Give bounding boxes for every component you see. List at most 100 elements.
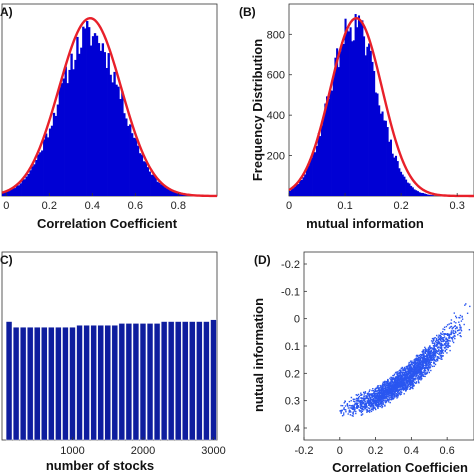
scatter-point	[385, 380, 387, 383]
scatter-point	[427, 350, 429, 352]
scatter-point	[437, 346, 439, 349]
scatter-point	[375, 408, 377, 411]
scatter-point	[374, 396, 376, 399]
scatter-point	[436, 360, 439, 362]
scatter-point	[410, 374, 412, 376]
scatter-point	[359, 400, 361, 402]
scatter-point	[430, 340, 433, 342]
scatter-point	[439, 355, 442, 357]
scatter-point	[386, 395, 388, 397]
histogram-bar	[170, 190, 173, 196]
scatter-point	[429, 359, 431, 361]
scatter-point	[420, 375, 422, 377]
scatter-point	[449, 340, 451, 342]
scatter-point	[401, 383, 403, 386]
bar	[20, 327, 27, 441]
scatter-point	[367, 409, 369, 412]
histogram-bar	[299, 180, 302, 196]
scatter-point	[391, 378, 393, 380]
scatter-point	[407, 373, 409, 375]
scatter-point	[426, 353, 428, 356]
bar	[189, 321, 196, 441]
scatter-point	[381, 405, 384, 408]
scatter-point	[403, 384, 406, 386]
scatter-point	[437, 357, 440, 359]
scatter-point	[448, 327, 451, 329]
scatter-point	[423, 350, 425, 353]
scatter-point	[431, 337, 434, 340]
scatter-point	[389, 388, 391, 390]
histogram-bar	[361, 20, 364, 196]
scatter-point	[386, 400, 388, 402]
scatter-point	[374, 402, 376, 404]
scatter-point	[436, 339, 438, 342]
scatter-point	[387, 385, 389, 387]
scatter-point	[381, 397, 384, 399]
scatter-point	[441, 351, 443, 353]
scatter-point	[405, 372, 407, 375]
scatter-point	[441, 343, 443, 345]
scatter-point	[416, 373, 418, 375]
scatter-point	[416, 361, 418, 364]
scatter-point	[438, 338, 440, 341]
scatter-point	[386, 397, 388, 399]
scatter-point	[438, 353, 440, 355]
scatter-point	[380, 403, 383, 405]
scatter-point	[343, 414, 345, 416]
scatter-point	[446, 343, 448, 345]
scatter-point	[409, 370, 411, 372]
scatter-point	[374, 397, 377, 399]
scatter-point	[422, 353, 424, 355]
scatter-point	[380, 388, 383, 390]
scatter-point	[388, 397, 391, 399]
scatter-point	[401, 386, 404, 388]
scatter-point	[423, 371, 425, 373]
histogram-bar	[408, 183, 411, 196]
scatter-point	[411, 385, 414, 387]
scatter-point	[424, 349, 426, 351]
scatter-point	[415, 381, 418, 383]
scatter-point	[448, 323, 450, 325]
scatter-point	[410, 375, 412, 378]
scatter-point	[423, 360, 425, 363]
scatter-point	[383, 392, 386, 394]
scatter-point	[382, 384, 385, 386]
scatter-point	[449, 333, 451, 335]
scatter-point	[364, 391, 367, 393]
scatter-point	[365, 409, 368, 411]
scatter-point	[398, 370, 400, 372]
histogram-bar	[131, 133, 134, 196]
scatter-point	[450, 322, 453, 325]
scatter-point	[418, 377, 421, 379]
scatter-point	[402, 377, 404, 380]
scatter-point	[395, 380, 397, 382]
y-tick-label: 0.2	[285, 368, 300, 380]
scatter-point	[369, 401, 371, 403]
scatter-point	[399, 369, 401, 371]
scatter-point	[428, 354, 430, 356]
scatter-point	[386, 398, 389, 400]
scatter-point	[446, 333, 449, 336]
scatter-point	[422, 354, 425, 356]
scatter-point	[368, 393, 370, 395]
scatter-point	[355, 412, 357, 415]
scatter-point	[384, 405, 386, 407]
scatter-point	[435, 338, 438, 340]
scatter-point	[402, 384, 404, 386]
scatter-point	[373, 396, 376, 399]
histogram-bar	[371, 61, 374, 196]
scatter-point	[401, 389, 403, 391]
scatter-point	[380, 391, 383, 393]
scatter-point	[421, 358, 424, 360]
scatter-point	[373, 392, 375, 394]
scatter-point	[369, 405, 371, 407]
scatter-point	[453, 332, 456, 335]
x-tick-label: 0	[337, 445, 343, 457]
scatter-point	[374, 392, 377, 395]
scatter-point	[404, 386, 406, 388]
scatter-point	[388, 384, 390, 386]
scatter-point	[400, 369, 402, 371]
scatter-point	[398, 384, 401, 387]
scatter-point	[368, 411, 371, 413]
scatter-point	[410, 383, 412, 385]
